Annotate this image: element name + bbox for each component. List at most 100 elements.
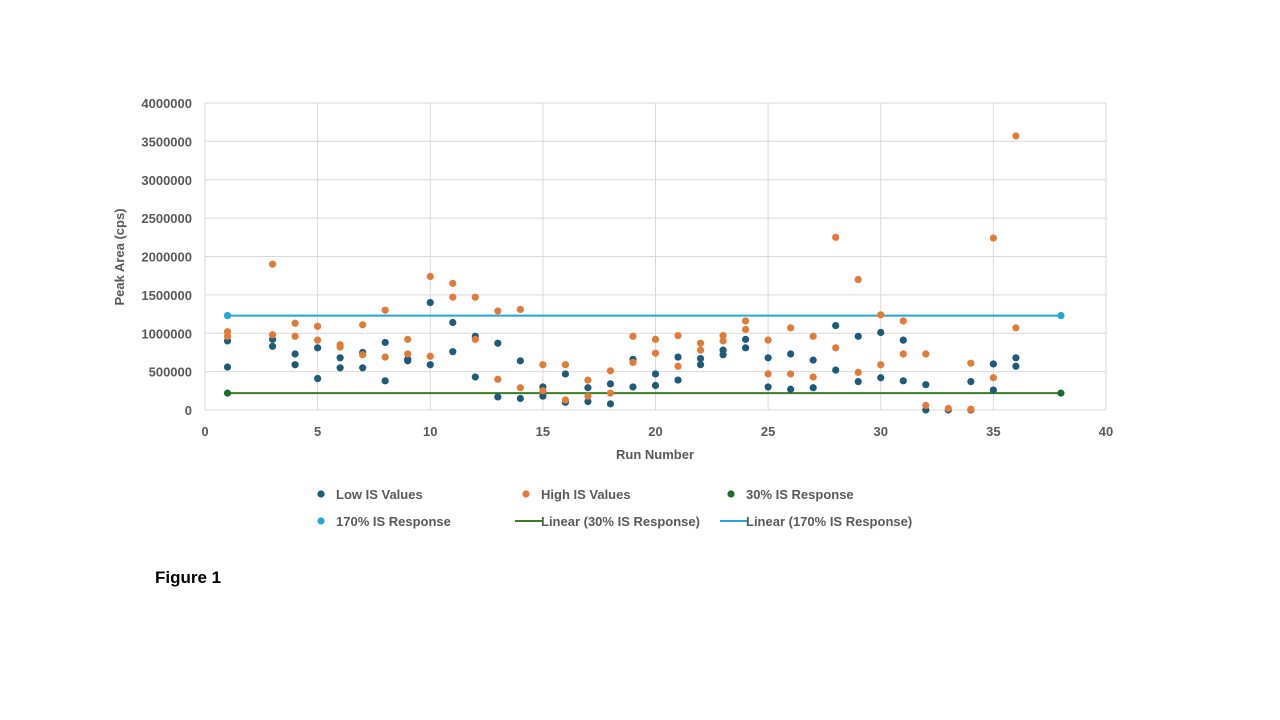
- data-point: [268, 342, 277, 350]
- data-point: [426, 352, 434, 360]
- data-point: [381, 338, 389, 347]
- x-axis-ticks: 0 5 10 15 20 25 30 35 40: [201, 424, 1113, 439]
- legend-label: Linear (170% IS Response): [746, 514, 912, 529]
- data-point: [696, 354, 705, 363]
- data-point: [787, 324, 795, 332]
- data-point: [223, 332, 232, 340]
- data-point: [809, 356, 817, 364]
- data-point: [696, 346, 705, 354]
- data-point: [967, 378, 975, 386]
- data-point: [742, 317, 750, 325]
- data-point: [742, 335, 750, 343]
- data-point: [787, 370, 795, 378]
- data-point: [606, 380, 615, 388]
- data-point: [314, 374, 322, 383]
- data-point: [922, 350, 930, 358]
- x-tick-label: 25: [761, 424, 775, 439]
- data-point: [426, 272, 434, 281]
- data-point: [494, 307, 502, 315]
- y-tick-label: 500000: [149, 365, 192, 380]
- data-point: [989, 386, 997, 394]
- data-point: [696, 339, 705, 347]
- data-point: [787, 385, 795, 393]
- data-point: [561, 361, 570, 369]
- data-point: [314, 344, 322, 352]
- data-point: [674, 353, 682, 361]
- legend-marker: [727, 490, 735, 498]
- data-point: [539, 387, 547, 395]
- data-point: [742, 344, 750, 352]
- data-point: [832, 366, 840, 374]
- data-point: [381, 377, 389, 385]
- data-point: [809, 373, 817, 381]
- x-tick-label: 40: [1099, 424, 1113, 439]
- data-point: [561, 396, 570, 404]
- data-point: [674, 331, 682, 340]
- data-point: [854, 332, 862, 340]
- data-point: [584, 392, 592, 400]
- data-point: [539, 392, 547, 400]
- data-point: [854, 275, 862, 284]
- data-point: [584, 384, 592, 392]
- x-tick-label: 35: [986, 424, 1000, 439]
- data-point: [404, 335, 412, 343]
- data-point: [1012, 132, 1020, 140]
- legend-label: 170% IS Response: [336, 514, 451, 529]
- y-tick-label: 3000000: [141, 173, 192, 188]
- data-point: [314, 322, 322, 330]
- data-point: [359, 364, 367, 372]
- data-point: [629, 383, 637, 391]
- data-point: [426, 298, 434, 307]
- data-point: [1012, 362, 1020, 370]
- data-point: [742, 325, 750, 334]
- legend-label: 30% IS Response: [746, 487, 854, 502]
- data-point: [268, 260, 277, 268]
- data-point: [561, 370, 570, 378]
- x-axis-title: Run Number: [616, 447, 694, 462]
- data-point: [584, 397, 592, 406]
- data-point: [336, 364, 344, 372]
- data-point: [291, 350, 299, 358]
- x-tick-label: 5: [314, 424, 321, 439]
- data-point: [471, 335, 479, 343]
- y-axis-title: Peak Area (cps): [112, 208, 127, 305]
- data-point: [449, 279, 457, 287]
- y-tick-label: 3500000: [141, 134, 192, 149]
- data-point: [494, 393, 502, 401]
- data-point: [809, 384, 817, 392]
- data-point: [1057, 389, 1065, 397]
- data-point: [854, 368, 862, 376]
- x-tick-label: 0: [201, 424, 208, 439]
- data-point: [899, 336, 907, 344]
- data-point: [651, 335, 660, 343]
- data-point: [516, 384, 524, 392]
- data-point: [426, 361, 434, 369]
- legend: Low IS Values High IS Values 30% IS Respon…: [317, 487, 912, 529]
- data-point: [494, 375, 502, 383]
- legend-marker: [317, 490, 325, 498]
- x-tick-label: 20: [648, 424, 662, 439]
- y-tick-label: 1000000: [141, 326, 192, 341]
- data-point: [854, 378, 862, 386]
- data-point: [516, 305, 524, 314]
- data-point: [381, 306, 389, 314]
- data-point: [967, 405, 975, 413]
- data-point: [922, 401, 930, 409]
- data-point: [764, 336, 772, 344]
- x-tick-label: 15: [536, 424, 550, 439]
- data-point: [696, 361, 705, 369]
- data-point: [404, 357, 412, 365]
- y-tick-label: 2500000: [141, 211, 192, 226]
- y-tick-label: 2000000: [141, 250, 192, 265]
- data-point: [606, 389, 615, 397]
- grid-lines: [204, 102, 1107, 411]
- data-point: [989, 374, 997, 382]
- legend-marker: [317, 517, 325, 525]
- data-point: [606, 400, 615, 408]
- data-point: [381, 353, 389, 361]
- data-point: [291, 319, 299, 327]
- legend-label: Linear (30% IS Response): [541, 514, 700, 529]
- x-tick-label: 10: [423, 424, 437, 439]
- data-point: [989, 234, 997, 242]
